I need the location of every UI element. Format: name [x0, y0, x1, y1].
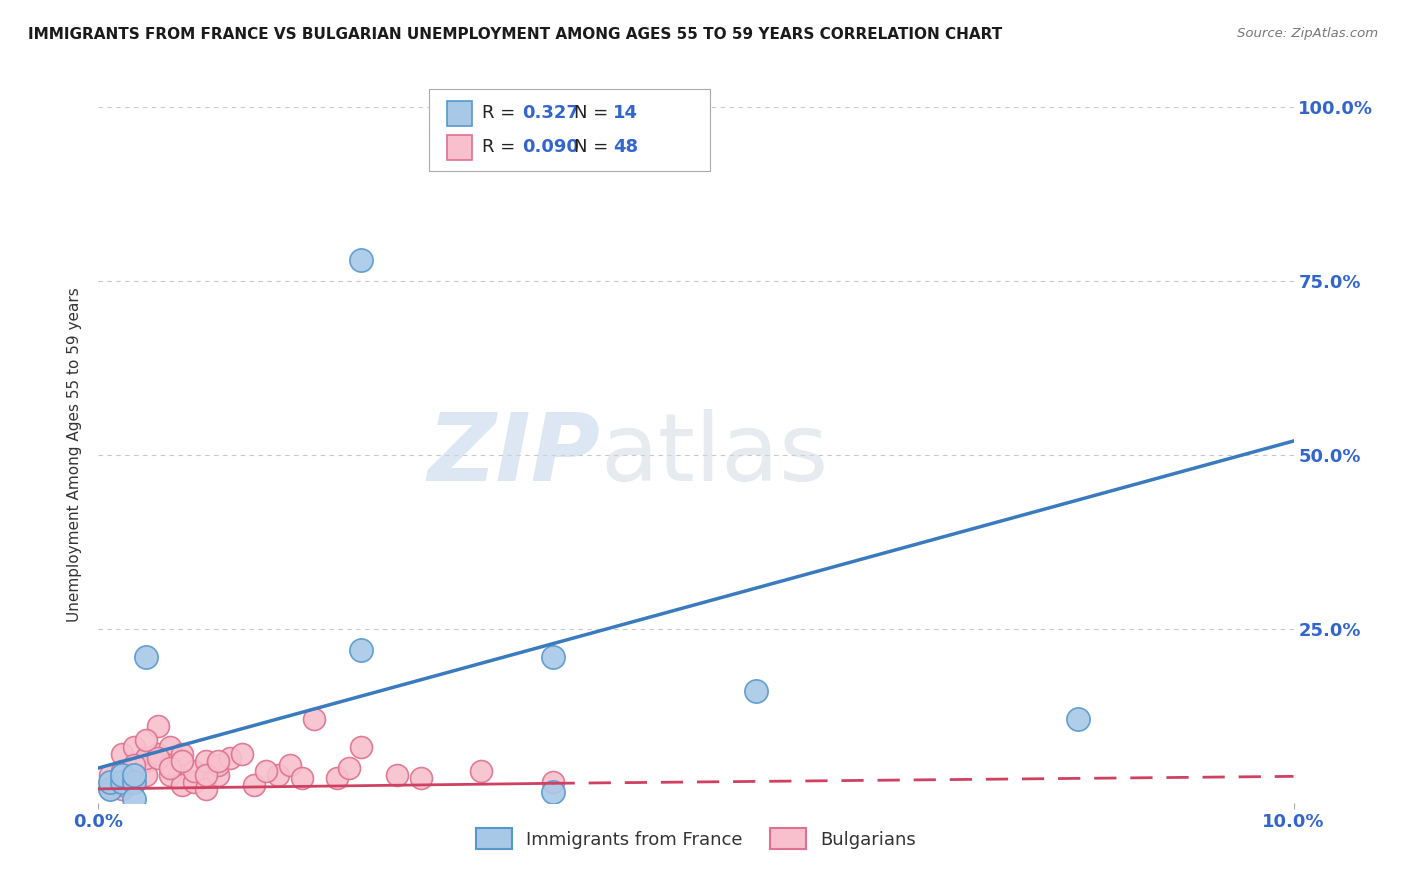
Point	[278, 757, 301, 772]
Point	[470, 764, 492, 779]
Point	[267, 768, 290, 782]
Point	[172, 754, 194, 768]
Text: atlas: atlas	[600, 409, 828, 501]
Point	[135, 754, 157, 768]
Point	[183, 775, 205, 789]
Point	[124, 775, 146, 789]
Point	[124, 768, 146, 782]
Point	[339, 761, 361, 775]
Point	[254, 764, 277, 779]
Point	[195, 781, 218, 796]
Point	[148, 719, 170, 733]
Point	[111, 764, 134, 779]
Text: 0.090: 0.090	[522, 138, 578, 156]
Point	[98, 775, 122, 789]
Point	[541, 785, 564, 799]
Point	[148, 750, 170, 764]
Point	[195, 768, 218, 782]
Text: 48: 48	[613, 138, 638, 156]
Point	[135, 750, 157, 764]
Point	[350, 253, 373, 268]
Point	[302, 712, 325, 726]
Point	[326, 772, 349, 786]
Point	[195, 754, 218, 768]
Point	[231, 747, 253, 761]
Point	[111, 775, 134, 789]
Text: R =: R =	[482, 104, 522, 122]
Point	[207, 768, 229, 782]
Legend: Immigrants from France, Bulgarians: Immigrants from France, Bulgarians	[468, 822, 924, 856]
Point	[350, 642, 373, 657]
Point	[385, 768, 409, 782]
Y-axis label: Unemployment Among Ages 55 to 59 years: Unemployment Among Ages 55 to 59 years	[67, 287, 83, 623]
Point	[98, 781, 122, 796]
Point	[135, 768, 157, 782]
Point	[159, 740, 181, 755]
Text: N =: N =	[574, 104, 613, 122]
Point	[183, 764, 205, 779]
Point	[98, 768, 122, 782]
Text: ZIP: ZIP	[427, 409, 600, 501]
Text: 14: 14	[613, 104, 638, 122]
Point	[541, 649, 564, 664]
Point	[541, 775, 564, 789]
Text: IMMIGRANTS FROM FRANCE VS BULGARIAN UNEMPLOYMENT AMONG AGES 55 TO 59 YEARS CORRE: IMMIGRANTS FROM FRANCE VS BULGARIAN UNEM…	[28, 27, 1002, 42]
Point	[207, 754, 229, 768]
Point	[350, 740, 373, 755]
Point	[219, 750, 242, 764]
Point	[111, 781, 134, 796]
Point	[1067, 712, 1090, 726]
Point	[148, 747, 170, 761]
Point	[98, 775, 122, 789]
Point	[172, 747, 194, 761]
Point	[172, 778, 194, 793]
Point	[745, 684, 768, 698]
Point	[124, 792, 146, 806]
Text: N =: N =	[574, 138, 613, 156]
Point	[98, 781, 122, 796]
Point	[135, 733, 157, 747]
Text: Source: ZipAtlas.com: Source: ZipAtlas.com	[1237, 27, 1378, 40]
Point	[159, 757, 181, 772]
Point	[124, 740, 146, 755]
Point	[111, 768, 134, 782]
Point	[291, 772, 314, 786]
Point	[135, 649, 157, 664]
Point	[207, 757, 229, 772]
Point	[159, 768, 181, 782]
Point	[243, 778, 266, 793]
Point	[411, 772, 433, 786]
Point	[124, 768, 146, 782]
Point	[111, 778, 134, 793]
Point	[124, 775, 146, 789]
Text: R =: R =	[482, 138, 522, 156]
Point	[111, 747, 134, 761]
Text: 0.327: 0.327	[522, 104, 578, 122]
Point	[159, 761, 181, 775]
Point	[124, 757, 146, 772]
